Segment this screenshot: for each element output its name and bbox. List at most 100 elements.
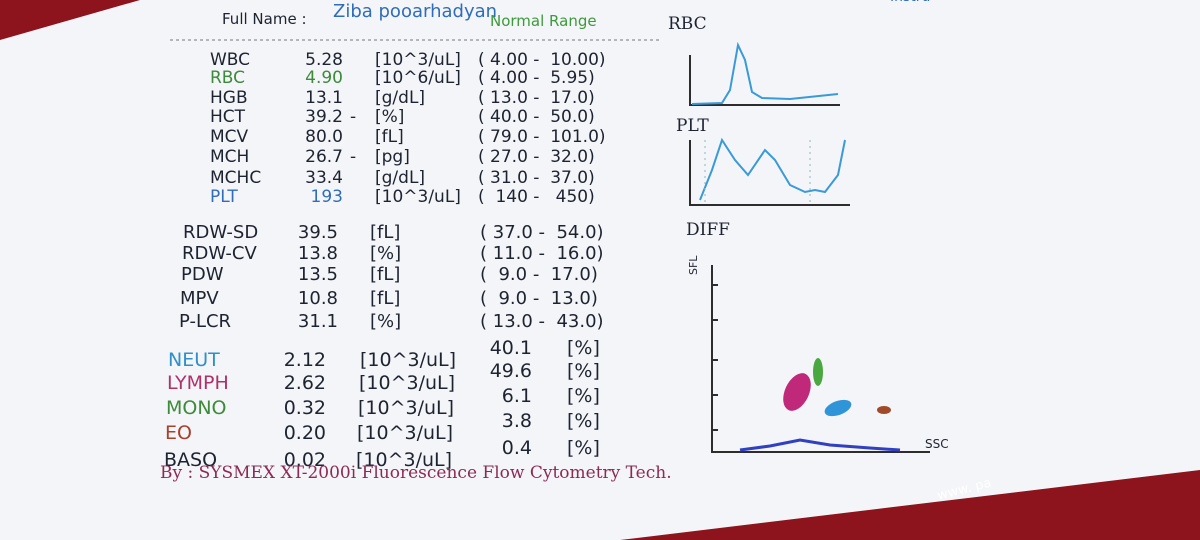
param-range: ( 31.0 - 37.0) [478,168,595,188]
index-value: 13.5 [297,264,338,285]
param-unit: [10^3/uL] [375,187,461,207]
param-name: MCHC [210,168,262,188]
index-value: 10.8 [297,288,338,309]
range-label: Normal Range [490,12,597,30]
index-unit: [fL] [370,264,401,285]
diff-axes [711,265,930,453]
param-unit: [g/dL] [375,168,426,188]
diff-unit: [10^3/uL] [357,422,454,444]
param-unit: [10^3/uL] [375,50,461,70]
param-value: 39.2 [305,107,343,127]
plt-histogram [699,137,846,201]
param-flag: - [350,147,357,167]
diff-percent-unit: [%] [567,410,600,432]
param-name: MCV [210,127,249,147]
index-unit: [%] [370,243,402,264]
diff-count: 2.62 [283,372,326,394]
diff-count: 2.12 [283,349,326,371]
param-range: ( 4.00 - 5.95) [478,68,595,88]
index-name: PDW [181,264,224,285]
name-label: Full Name : [222,10,307,28]
corner-text: Instru [890,0,930,4]
param-name: MCH [210,147,250,167]
diff-percent: 40.1 [489,337,532,359]
rbc-axes [689,55,840,106]
param-unit: [10^6/uL] [375,68,461,88]
eo-cluster [877,406,891,414]
rbc-title: RBC [668,14,707,34]
param-value: 13.1 [305,88,343,108]
diff-name: LYMPH [167,372,229,394]
index-unit: [%] [370,311,402,332]
diff-percent-unit: [%] [567,337,600,359]
plt-markers [704,140,811,205]
param-range: ( 40.0 - 50.0) [478,107,595,127]
param-unit: [%] [375,107,405,127]
param-value: 4.90 [305,68,343,88]
param-unit: [fL] [375,127,404,147]
index-value: 39.5 [297,222,338,243]
diff-percent-unit: [%] [567,385,600,407]
param-name: HCT [210,107,246,127]
param-value: 26.7 [305,147,343,167]
lymph-cluster [783,373,811,411]
diff-percent: 3.8 [501,410,532,432]
diff-unit: [10^3/uL] [358,397,455,419]
diff-count: 0.02 [283,449,326,471]
param-unit: [g/dL] [375,88,426,108]
param-value: 5.28 [305,50,343,70]
index-range: ( 11.0 - 16.0) [480,243,604,264]
diff-x-label: SSC [925,437,949,451]
diff-count: 0.32 [283,397,326,419]
patient-name: Ziba pooarhadyan [333,1,498,22]
device-footer: By : SYSMEX XT-2000i Fluorescence Flow C… [160,463,672,483]
mono-cluster [813,358,823,386]
baso-cluster [739,438,901,452]
diff-name: EO [165,422,192,444]
diff-name: NEUT [168,349,220,371]
neut-cluster [824,399,852,417]
plt-axes [689,140,850,206]
index-name: P-LCR [179,311,232,332]
param-name: PLT [210,187,238,207]
param-name: WBC [210,50,251,70]
rbc-histogram [691,41,839,105]
param-range: ( 13.0 - 17.0) [478,88,595,108]
diff-y-label: SFL [687,255,700,275]
index-range: ( 37.0 - 54.0) [480,222,604,243]
index-name: RDW-SD [183,222,259,243]
param-value: 193 [310,187,343,207]
diff-name: BASO [164,449,218,471]
index-unit: [fL] [370,288,401,309]
diff-unit: [10^3/uL] [360,349,457,371]
diff-percent: 49.6 [489,360,532,382]
param-range: ( 27.0 - 32.0) [478,147,595,167]
diff-percent-unit: [%] [567,360,600,382]
diff-count: 0.20 [283,422,326,444]
diff-unit: [10^3/uL] [359,372,456,394]
index-range: ( 9.0 - 13.0) [480,288,598,309]
param-name: HGB [210,88,248,108]
index-range: ( 13.0 - 43.0) [480,311,604,332]
param-value: 80.0 [305,127,343,147]
index-name: RDW-CV [182,243,257,264]
index-value: 13.8 [297,243,338,264]
param-unit: [pg] [375,147,410,167]
param-range: ( 140 - 450) [478,187,595,207]
diff-name: MONO [166,397,227,419]
diff-title: DIFF [686,220,730,240]
diff-percent: 0.4 [501,437,532,459]
diff-unit: [10^3/uL] [356,449,453,471]
diff-percent: 6.1 [501,385,532,407]
param-value: 33.4 [305,168,343,188]
index-unit: [fL] [370,222,401,243]
param-range: ( 4.00 - 10.00) [478,50,606,70]
param-name: RBC [210,68,246,88]
param-range: ( 79.0 - 101.0) [478,127,606,147]
index-value: 31.1 [297,311,338,332]
index-range: ( 9.0 - 17.0) [480,264,598,285]
diff-percent-unit: [%] [567,437,600,459]
plt-title: PLT [676,116,709,136]
